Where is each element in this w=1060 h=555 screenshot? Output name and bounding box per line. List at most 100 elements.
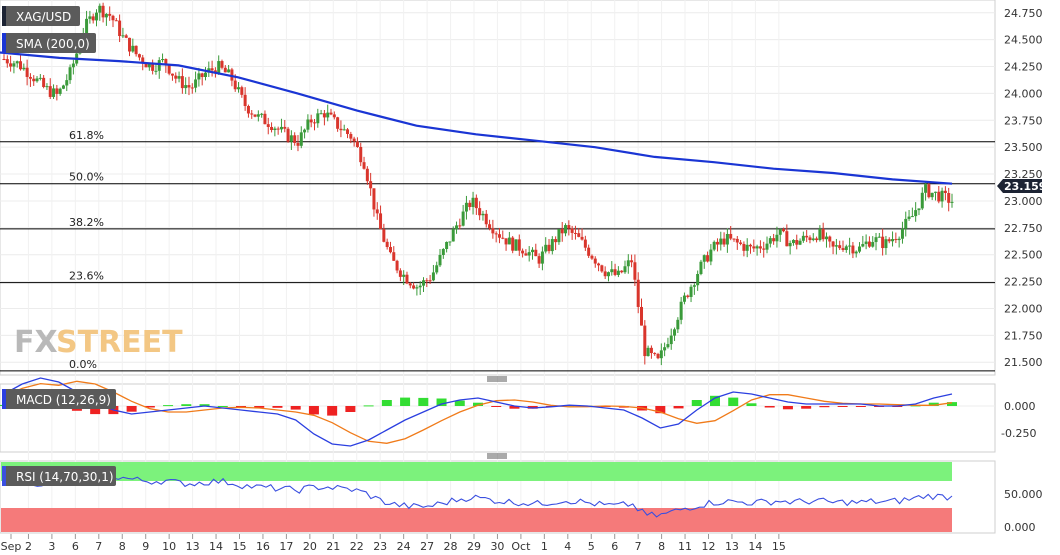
time-tick-label: 6 (611, 540, 618, 553)
macd-histogram-bar (199, 404, 210, 406)
sma-badge[interactable]: SMA (200,0) (2, 33, 96, 53)
candle (851, 241, 855, 259)
candle (699, 259, 703, 276)
candle (752, 239, 756, 253)
macd-resize-handle[interactable] (487, 376, 507, 382)
time-tick-label: 8 (119, 540, 126, 553)
candle (362, 156, 366, 170)
candle (217, 55, 221, 75)
candle (260, 112, 264, 118)
candle (52, 84, 56, 99)
candle (785, 224, 789, 247)
time-tick-label: 30 (490, 540, 504, 553)
candle (19, 55, 23, 71)
candle (461, 204, 465, 227)
candle (782, 227, 786, 233)
macd-histogram-bar (363, 405, 374, 407)
symbol-label: XAG/USD (16, 10, 71, 24)
candle (474, 194, 478, 215)
candle (177, 71, 181, 83)
time-tick-label: 7 (635, 540, 642, 553)
price-tick: 24.000 (1004, 87, 1043, 100)
candle (943, 186, 947, 201)
candle (719, 231, 723, 251)
candle (88, 10, 92, 24)
candle (669, 328, 673, 350)
candle (12, 60, 16, 74)
price-tag-value: 23.159 (1004, 180, 1046, 193)
macd-histogram-bar (163, 405, 174, 407)
candle (564, 223, 568, 237)
candle (359, 142, 363, 167)
price-axis: 24.750 24.500 24.250 24.000 23.750 23.500 23.2… (1004, 7, 1043, 369)
candle (547, 239, 551, 254)
candle (270, 122, 274, 133)
candle (640, 298, 644, 326)
candle (101, 2, 105, 23)
candle (673, 327, 677, 341)
price-tick: 22.000 (1004, 302, 1043, 315)
candle (180, 68, 184, 94)
candle (478, 201, 482, 221)
candle (527, 246, 531, 262)
candle (299, 126, 303, 149)
candle (464, 195, 468, 220)
macd-histogram-bar (655, 406, 666, 414)
candle (332, 111, 336, 120)
candle (491, 219, 495, 239)
candle (428, 274, 432, 285)
time-tick-label: 16 (256, 540, 270, 553)
candle (682, 292, 686, 305)
candle (494, 231, 498, 243)
candle (121, 27, 125, 38)
candle (729, 225, 733, 241)
candle (937, 186, 941, 204)
candle (610, 261, 614, 276)
candle (900, 221, 904, 244)
candle (894, 232, 898, 244)
candle (187, 76, 191, 96)
candle (303, 128, 307, 139)
candle (349, 131, 353, 144)
candle (887, 237, 891, 244)
candle (623, 260, 627, 274)
candle (514, 239, 518, 251)
macd-line (3, 377, 953, 447)
candle (811, 233, 815, 242)
rsi-badge[interactable]: RSI (14,70,30,1) (2, 466, 116, 486)
candle (68, 64, 72, 84)
macd-badge[interactable]: MACD (12,26,9) (2, 389, 116, 409)
candle (597, 262, 601, 272)
fib-label: 23.6% (69, 270, 104, 283)
symbol-badge[interactable]: XAG/USD (2, 6, 80, 26)
candle (606, 271, 610, 282)
candle (795, 234, 799, 250)
candle (848, 237, 852, 255)
macd-histogram-bar (746, 403, 757, 406)
time-tick-label: 13 (725, 540, 739, 553)
candle (768, 235, 772, 248)
candle (874, 232, 878, 251)
candle (864, 234, 868, 250)
rsi-resize-handle[interactable] (487, 453, 507, 459)
candle (722, 232, 726, 247)
macd-histogram-bar (764, 406, 775, 408)
candle (448, 241, 452, 246)
candle (524, 249, 528, 256)
macd-histogram-bar (454, 400, 465, 406)
time-tick-label: 2 (25, 540, 32, 553)
time-tick-label: 7 (95, 540, 102, 553)
candle (98, 3, 102, 21)
macd-histogram-bar (837, 406, 848, 407)
time-tick-label: 1 (541, 540, 548, 553)
candle (600, 264, 604, 273)
candle (557, 229, 561, 245)
candle (821, 222, 825, 242)
candle (190, 83, 194, 94)
candle (511, 236, 515, 254)
rsi-oversold-zone (1, 508, 952, 532)
candle (455, 221, 459, 234)
candle (220, 59, 224, 70)
candle (871, 236, 875, 248)
